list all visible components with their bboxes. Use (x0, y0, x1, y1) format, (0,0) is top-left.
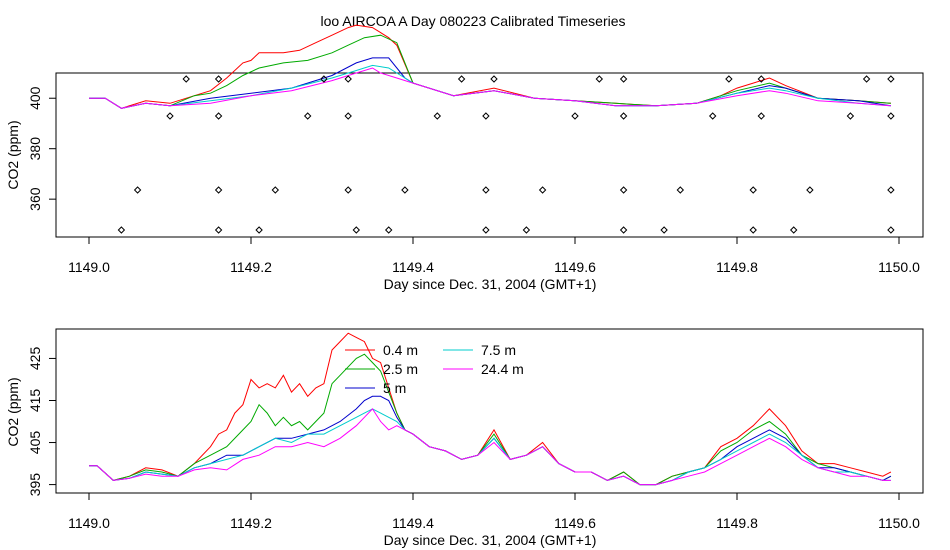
legend-label: 0.4 m (383, 342, 418, 358)
diamond-marker (344, 112, 352, 120)
top-chart: 1149.0 1149.2 1149.4 1149.6 1149.8 1150.0 360… (5, 24, 924, 292)
bottom-y-axis-label: CO2 (ppm) (5, 377, 21, 446)
diamond-marker (344, 186, 352, 194)
diamond-marker (789, 226, 798, 234)
diamond-marker (214, 75, 223, 83)
diamond-marker (619, 186, 628, 194)
x-tick-label: 1149.4 (392, 515, 434, 531)
diamond-marker (887, 112, 895, 120)
x-tick-label: 1149.6 (554, 259, 596, 275)
diamond-marker (887, 226, 895, 234)
legend-label: 24.4 m (481, 361, 524, 377)
diamond-marker (214, 226, 223, 234)
diamond-marker (887, 75, 895, 83)
series-line-2 (89, 34, 891, 109)
diamond-marker (255, 226, 263, 234)
diamond-marker (320, 75, 328, 83)
series-line-4 (89, 64, 891, 109)
top-y-axis: 360 380 400 (27, 86, 56, 211)
diamond-marker (133, 186, 142, 194)
series-line-4 (89, 408, 891, 486)
diamond-marker (538, 186, 547, 194)
y-tick-label: 400 (27, 86, 43, 110)
diamond-marker (482, 226, 490, 234)
series-line-1 (89, 24, 891, 109)
diamond-marker (117, 226, 126, 234)
top-series-group (89, 24, 891, 109)
diamond-marker (676, 186, 685, 194)
diamond-marker (214, 186, 223, 194)
diamond-marker (708, 112, 717, 120)
diamond-marker (482, 186, 490, 194)
y-tick-label: 380 (27, 137, 43, 161)
diamond-marker (384, 226, 393, 234)
diamond-marker (401, 186, 409, 194)
x-tick-label: 1149.4 (392, 259, 434, 275)
x-tick-label: 1149.0 (68, 515, 110, 531)
diamond-marker (725, 75, 733, 83)
x-tick-label: 1149.2 (230, 259, 272, 275)
diamond-marker (595, 75, 604, 83)
bottom-series-group (89, 332, 892, 486)
top-x-axis: 1149.0 1149.2 1149.4 1149.6 1149.8 1150.0 (68, 237, 920, 275)
diamond-marker (490, 75, 498, 83)
x-tick-label: 1149.8 (716, 515, 758, 531)
legend: 0.4 m 2.5 m 5 m 7.5 m 24.4 m (345, 342, 524, 396)
figure-title: loo AIRCOA A Day 080223 Calibrated Times… (320, 13, 625, 29)
bottom-y-axis: 395 405 415 425 (27, 347, 56, 497)
x-tick-label: 1149.2 (230, 515, 272, 531)
y-tick-label: 360 (27, 187, 43, 211)
y-tick-label: 425 (27, 347, 43, 371)
top-plot-frame (55, 72, 924, 238)
legend-label: 5 m (383, 380, 406, 396)
diamond-marker (182, 75, 190, 83)
diamond-marker (887, 186, 895, 194)
x-tick-label: 1149.6 (554, 515, 596, 531)
diamond-marker (619, 75, 628, 83)
diamond-marker (344, 75, 352, 83)
bottom-chart: 1149.0 1149.2 1149.4 1149.6 1149.8 1150.0 395… (5, 328, 924, 548)
x-tick-label: 1149.8 (716, 259, 758, 275)
diamond-marker (352, 226, 361, 234)
diamond-marker (482, 112, 490, 120)
x-tick-label: 1150.0 (878, 259, 920, 275)
x-tick-label: 1149.0 (68, 259, 110, 275)
diamond-marker (214, 112, 223, 120)
diamond-marker (846, 112, 855, 120)
series-line-5 (89, 67, 891, 109)
bottom-plot-frame (55, 328, 924, 494)
diamond-marker (166, 112, 174, 120)
diamond-marker (660, 226, 668, 234)
diamond-marker (303, 112, 312, 120)
diamond-marker (757, 112, 766, 120)
diamond-marker (271, 186, 280, 194)
x-tick-label: 1150.0 (878, 515, 920, 531)
y-tick-label: 395 (27, 473, 43, 497)
diamond-marker (619, 112, 628, 120)
y-tick-label: 415 (27, 389, 43, 413)
diamond-marker (862, 75, 871, 83)
top-y-axis-label: CO2 (ppm) (5, 120, 21, 189)
bottom-x-axis-label: Day since Dec. 31, 2004 (GMT+1) (384, 532, 597, 548)
series-line-5 (89, 408, 891, 486)
y-tick-label: 405 (27, 431, 43, 455)
diamond-marker (806, 186, 814, 194)
top-marker-group (117, 75, 895, 234)
diamond-marker (749, 226, 757, 234)
bottom-x-axis: 1149.0 1149.2 1149.4 1149.6 1149.8 1150.0 (68, 493, 920, 531)
diamond-marker (757, 75, 766, 83)
diamond-marker (749, 186, 757, 194)
diamond-marker (522, 226, 531, 234)
diamond-marker (457, 75, 466, 83)
legend-label: 2.5 m (383, 361, 418, 377)
diamond-marker (571, 112, 579, 120)
diamond-marker (433, 112, 442, 120)
top-x-axis-label: Day since Dec. 31, 2004 (GMT+1) (384, 276, 597, 292)
diamond-marker (619, 226, 628, 234)
legend-label: 7.5 m (481, 342, 516, 358)
